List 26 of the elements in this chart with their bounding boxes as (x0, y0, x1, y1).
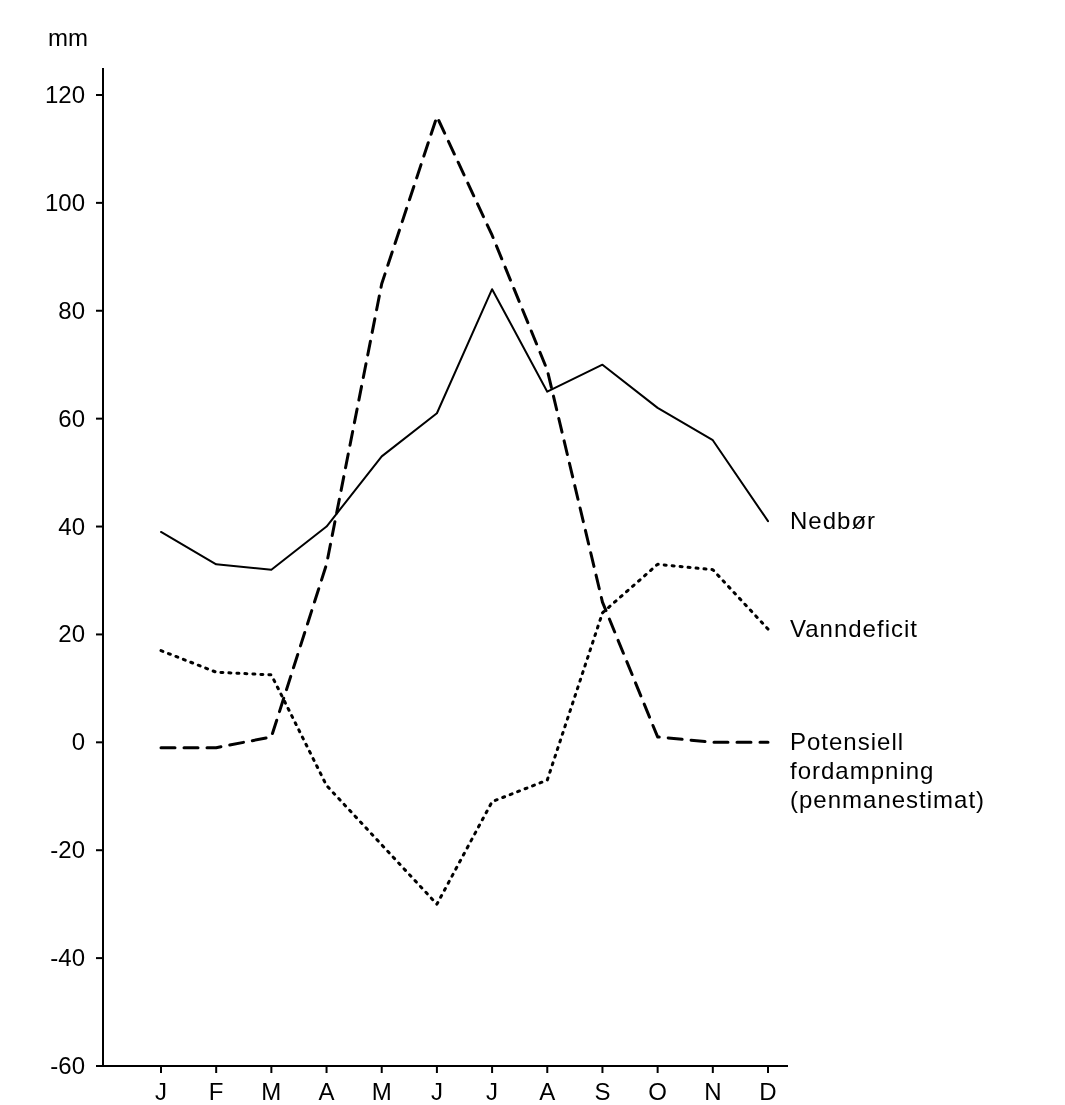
x-tick-label: J (430, 1078, 443, 1105)
y-tick-label: -20 (50, 836, 85, 864)
x-tick-label: A (539, 1078, 556, 1105)
y-tick-label: 100 (44, 188, 85, 216)
x-tick-label: N (704, 1078, 722, 1105)
x-tick-label: M (371, 1078, 392, 1105)
series-label: Vanndeficit (790, 615, 918, 643)
x-tick-label: O (648, 1078, 667, 1105)
y-tick-label: 40 (58, 512, 85, 540)
x-tick-label: D (759, 1078, 777, 1105)
x-tick-label: F (208, 1078, 224, 1105)
y-tick-label: 20 (58, 620, 85, 648)
x-tick-label: J (155, 1078, 167, 1105)
y-tick-label: -60 (50, 1052, 85, 1079)
y-tick-label: 60 (58, 404, 85, 432)
x-tick-label: J (486, 1078, 499, 1105)
y-tick-label: 0 (71, 728, 85, 756)
series-label: Potensiell fordampning (penmanestimat) (790, 728, 986, 814)
y-tick-label: -40 (50, 944, 85, 972)
y-tick-label: 80 (58, 296, 85, 324)
x-tick-label: A (318, 1078, 335, 1105)
y-axis-title: mm (48, 24, 88, 51)
series-label: Nedbør (790, 507, 877, 535)
x-tick-label: M (261, 1078, 282, 1105)
y-tick-label: 120 (44, 80, 85, 108)
x-tick-label: S (594, 1078, 611, 1105)
